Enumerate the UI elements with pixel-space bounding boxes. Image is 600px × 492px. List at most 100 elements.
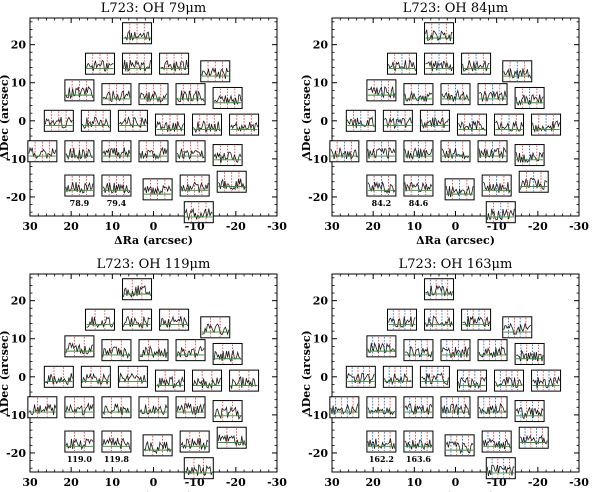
x-axis-label: ΔRa (arcsec) [114, 490, 193, 492]
spectrum-trace [346, 115, 375, 129]
spaxel-spectrum [382, 109, 413, 132]
y-tick-label: -10 [6, 409, 26, 422]
spaxel-spectrum [424, 308, 455, 331]
panel-3: L723: OH 119μm 30 20 10 0 -10 -20 -30 -20 -10 0 10 2… [0, 257, 287, 492]
spaxel-spectrum [142, 178, 173, 201]
x-tick-label: -20 [226, 220, 246, 233]
spaxel-spectrum [142, 434, 173, 457]
y-tick-label: -20 [6, 191, 26, 204]
spaxel-spectrum [477, 83, 508, 106]
spaxel-spectrum [64, 174, 95, 197]
spaxel-spectrum [43, 365, 74, 388]
spectrum-trace [441, 403, 470, 416]
spaxel-spectrum [518, 426, 549, 449]
spaxel-spectrum [101, 140, 132, 163]
spaxel-spectrum [175, 339, 206, 362]
spaxel-spectrum [43, 109, 74, 132]
spaxel-box [212, 342, 243, 365]
spaxel-box [216, 426, 247, 449]
x-tick-label: 30 [324, 476, 340, 489]
spaxel-spectrum [64, 140, 95, 163]
spaxel-spectrum [494, 113, 525, 136]
spaxel-spectrum [366, 140, 397, 163]
spaxel-spectrum [329, 396, 360, 419]
spaxel-spectrum [531, 369, 562, 392]
spectrum-trace [425, 60, 453, 72]
y-tick-label: -10 [308, 153, 328, 166]
x-tick-label: 10 [407, 476, 423, 489]
spectrum-trace [119, 115, 147, 129]
spectrum-trace [346, 372, 375, 384]
spaxel-spectrum [403, 83, 434, 106]
panel-2: L723: OH 84μm 30 20 10 0 -10 -20 -30 -20 -10 0 10 20… [300, 1, 589, 247]
spaxel-spectrum [183, 201, 214, 224]
spectrum-trace [230, 121, 258, 132]
spectrum-trace [44, 116, 73, 129]
spaxel-spectrum [101, 396, 132, 419]
y-tick-label: 0 [18, 371, 26, 384]
spectrum-trace [176, 90, 205, 103]
spaxel-spectrum [138, 83, 169, 106]
spaxel-spectrum [117, 365, 148, 388]
spaxel-spectrum [514, 144, 545, 167]
spectrum-trace [532, 375, 560, 389]
spectrum-trace [367, 86, 396, 99]
spectrum-trace [478, 345, 507, 359]
wavelength-label: 119.0 [67, 454, 92, 464]
x-tick-label: 10 [105, 220, 121, 233]
spaxel-spectrum [84, 52, 115, 75]
spectrum-trace [65, 147, 93, 161]
spaxel-box [444, 434, 475, 457]
spectrum-trace [425, 29, 453, 42]
spectrum-trace [193, 120, 221, 134]
spectrum-trace [384, 116, 412, 130]
spaxel-spectrum [424, 278, 455, 301]
y-axis-label: ΔDec (arcsec) [300, 74, 313, 160]
spaxel-spectrum [64, 430, 95, 453]
spectrum-trace [482, 437, 511, 450]
spaxel-spectrum [366, 79, 397, 102]
spaxel-box [84, 308, 115, 331]
spaxel-spectrum [101, 339, 132, 362]
spectrum-trace [213, 151, 242, 163]
spectrum-trace [139, 90, 168, 103]
spectrum-trace [458, 119, 486, 132]
spaxel-box [122, 278, 153, 301]
spaxel-box [117, 365, 148, 388]
spaxel-spectrum [117, 109, 148, 132]
spectrum-trace [201, 67, 229, 79]
x-tick-label: -20 [528, 220, 548, 233]
y-tick-label: 0 [18, 115, 26, 128]
spectrum-trace [515, 406, 544, 420]
x-tick-label: -10 [185, 220, 205, 233]
spectrum-trace [478, 146, 507, 159]
y-tick-label: 10 [11, 333, 27, 346]
panel-title: L723: OH 79μm [101, 1, 206, 16]
spaxel-box [382, 365, 413, 388]
spaxel-spectrum [212, 342, 243, 365]
spaxel-spectrum [419, 109, 450, 132]
spaxel-spectrum [456, 113, 487, 136]
spaxel-spectrum [502, 60, 533, 83]
spaxel-spectrum [403, 140, 434, 163]
spaxel-spectrum [382, 365, 413, 388]
spectrum-trace [404, 346, 433, 359]
spaxel-spectrum [138, 339, 169, 362]
spectrum-trace [86, 59, 114, 72]
spaxel-spectrum [403, 396, 434, 419]
panel-1: L723: OH 79μm 30 20 10 0 -10 -20 -30 -20 -10 0 10 20… [0, 1, 287, 247]
spaxel-box [403, 396, 434, 419]
spectrum-trace [384, 373, 412, 386]
spaxel-spectrum [229, 113, 260, 136]
spaxel-spectrum [477, 396, 508, 419]
x-tick-label: -20 [226, 476, 246, 489]
spaxel-spectrum [64, 335, 95, 358]
y-tick-label: 10 [313, 77, 329, 90]
spaxel-spectrum [159, 52, 190, 75]
x-tick-label: 0 [150, 476, 158, 489]
spaxel-spectrum [424, 52, 455, 75]
y-tick-label: 20 [313, 39, 329, 52]
spaxel-box [366, 430, 397, 453]
spectrum-trace [143, 184, 172, 196]
spectrum-trace [478, 90, 507, 102]
